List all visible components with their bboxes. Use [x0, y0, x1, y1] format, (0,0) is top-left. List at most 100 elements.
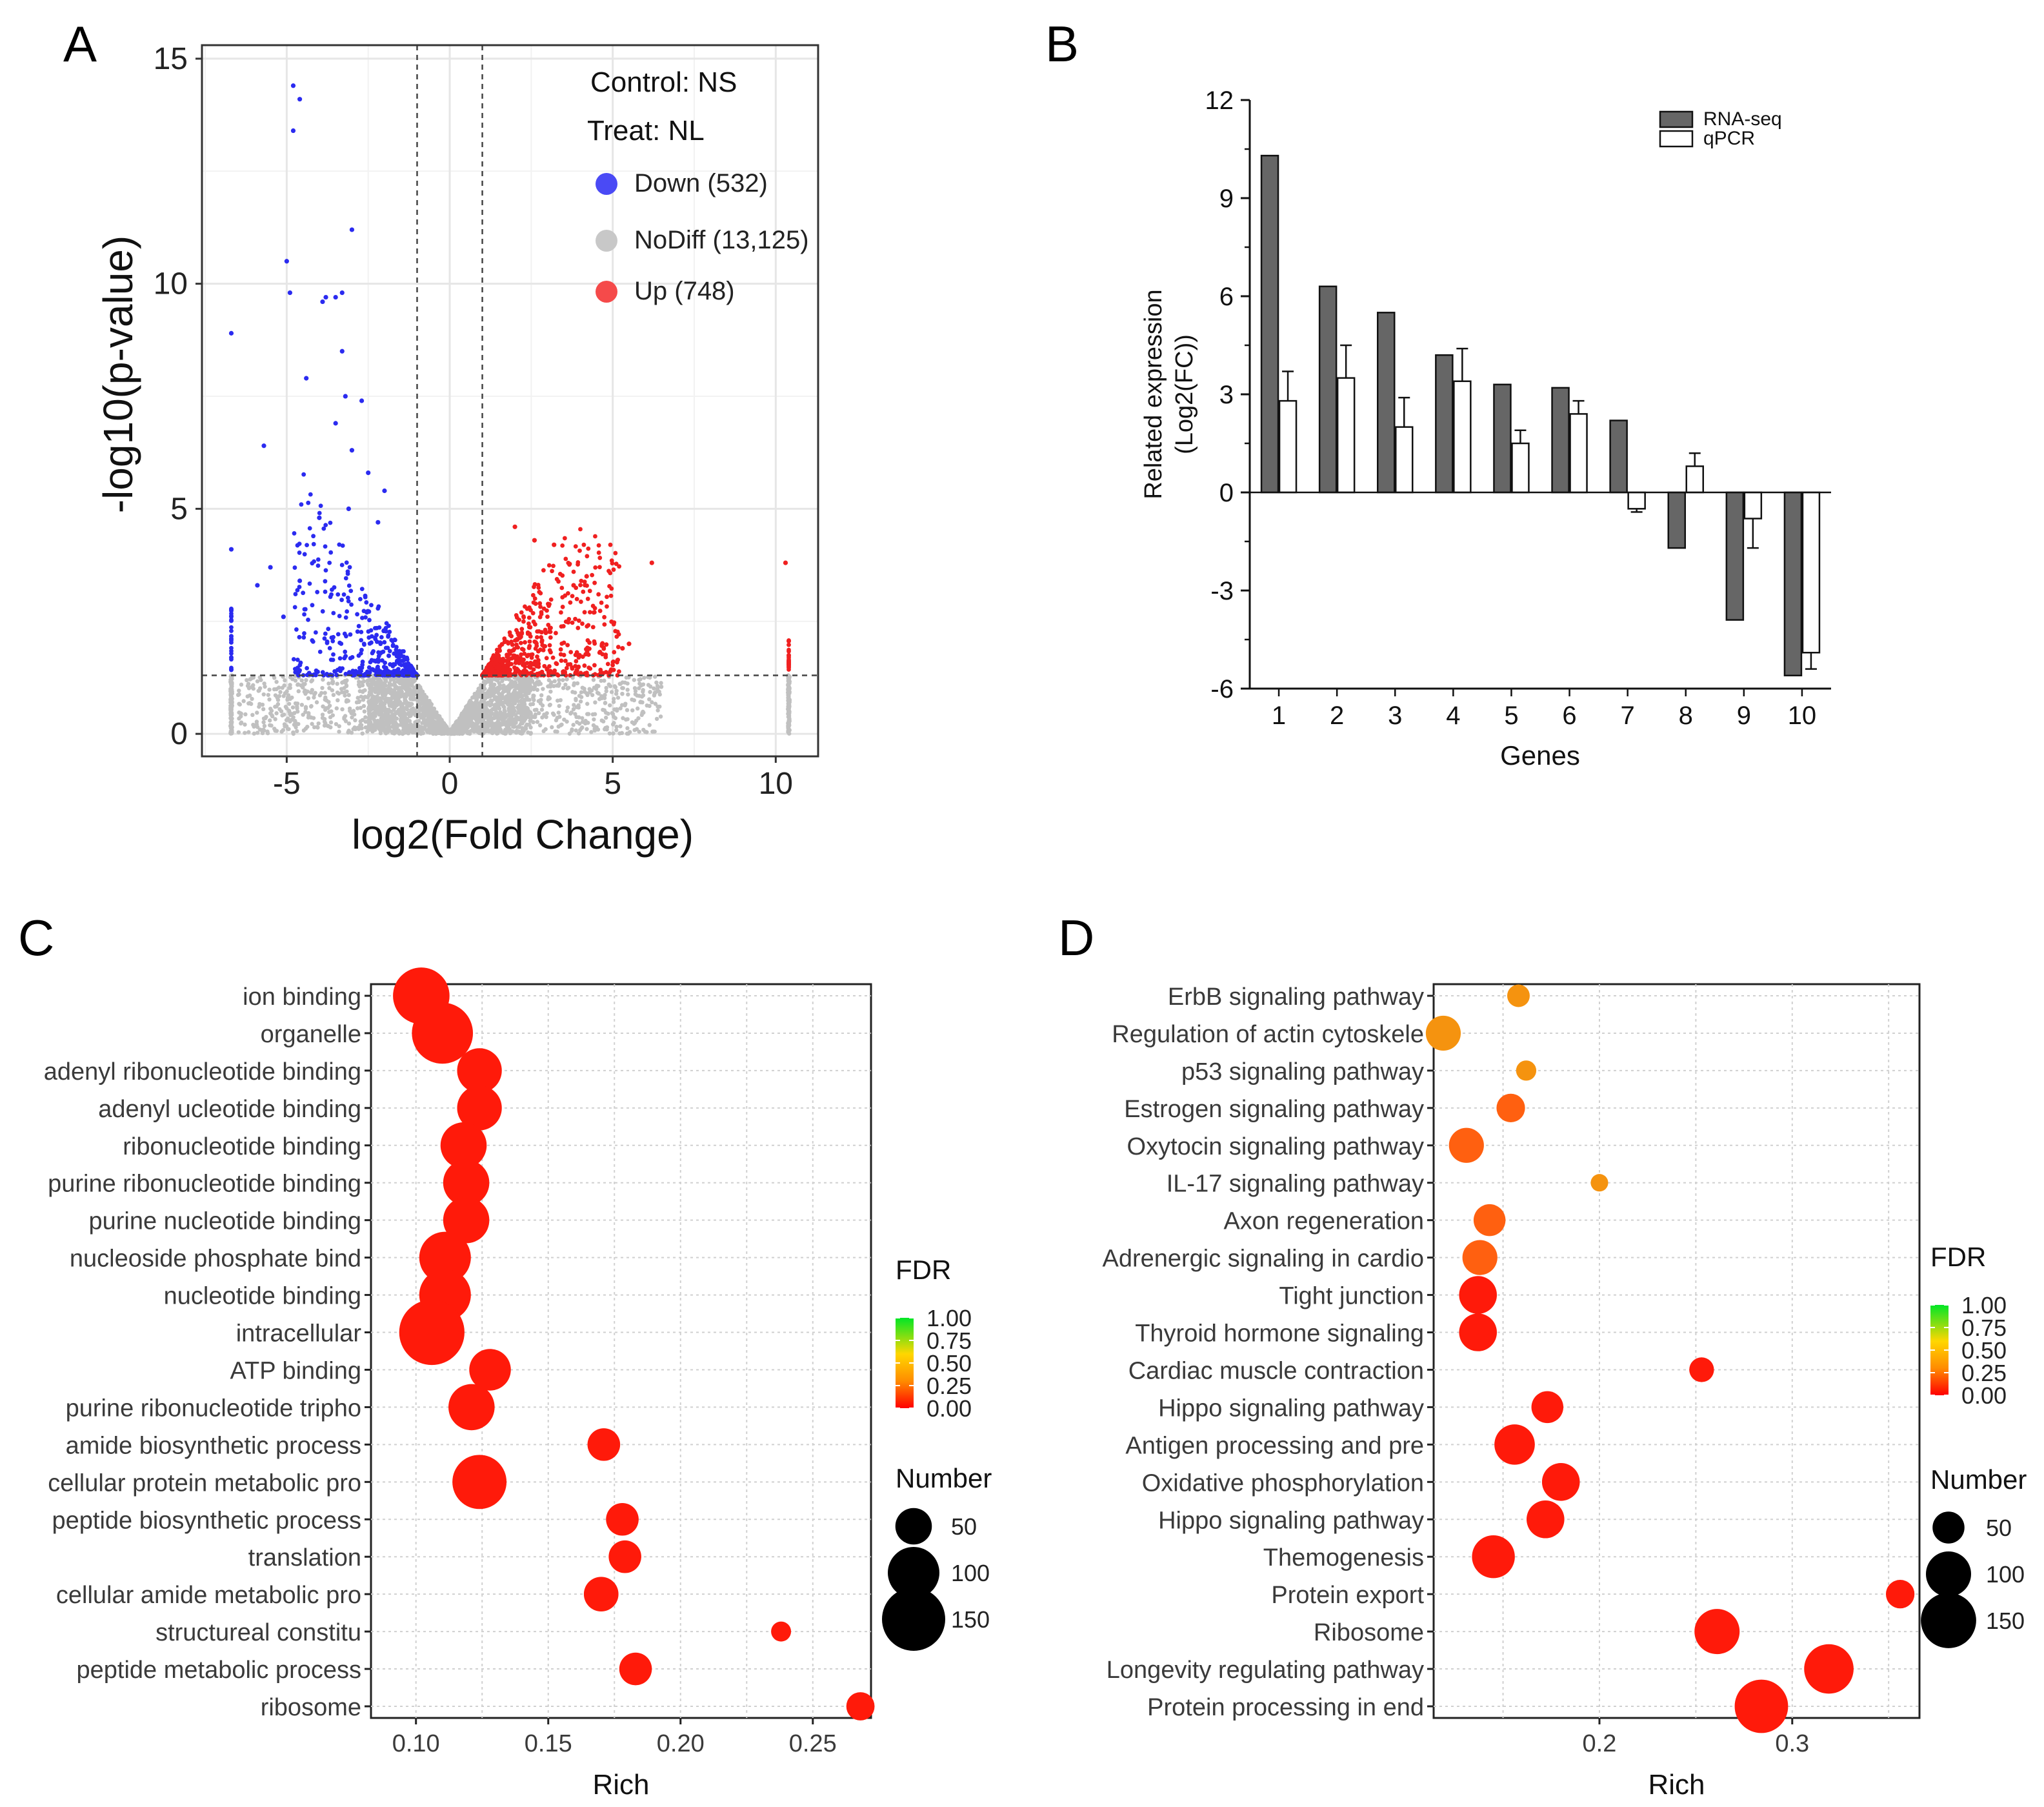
- bubble: [1541, 1463, 1580, 1501]
- colorbar-label: 1.00: [927, 1305, 972, 1331]
- nodiff-point: [633, 692, 638, 696]
- up-point: [582, 663, 587, 668]
- up-point: [504, 659, 509, 663]
- nodiff-point: [402, 718, 406, 723]
- up-point: [559, 641, 565, 646]
- plot-border: [201, 44, 819, 758]
- panel-label: C: [18, 909, 54, 966]
- nodiff-point: [337, 724, 341, 729]
- up-point: [576, 618, 581, 623]
- up-point: [570, 594, 575, 599]
- x-tick-label: 0.3: [1775, 1730, 1809, 1757]
- nodiff-point: [525, 689, 530, 694]
- nodiff-point: [653, 702, 658, 706]
- nodiff-point: [602, 678, 606, 683]
- bubble: [608, 1540, 641, 1573]
- nodiff-point: [412, 692, 417, 697]
- nodiff-point: [327, 686, 332, 691]
- nodiff-point: [306, 696, 311, 701]
- nodiff-point: [312, 695, 316, 700]
- nodiff-point: [505, 685, 510, 689]
- nodiff-point: [422, 705, 427, 709]
- nodiff-point: [618, 724, 623, 729]
- y-tick-label: 10: [154, 267, 188, 301]
- down-point: [400, 649, 405, 654]
- down-point: [382, 640, 387, 645]
- nodiff-point: [585, 702, 590, 706]
- colorbar-label: 0.00: [927, 1395, 972, 1422]
- nodiff-point: [482, 707, 487, 712]
- down-point: [301, 635, 306, 640]
- nodiff-point: [371, 680, 376, 685]
- bubble: [452, 1455, 507, 1509]
- nodiff-point: [303, 710, 308, 714]
- up-point: [574, 596, 579, 601]
- down-point: [308, 492, 313, 497]
- down-point: [229, 645, 234, 651]
- nodiff-point: [290, 705, 296, 710]
- nodiff-point: [291, 730, 296, 735]
- nodiff-point: [514, 685, 519, 691]
- nodiff-point: [390, 724, 396, 729]
- down-point: [284, 259, 289, 264]
- up-point: [597, 556, 603, 560]
- nodiff-point: [547, 703, 552, 707]
- down-point: [348, 632, 353, 637]
- nodiff-point: [554, 683, 559, 688]
- up-point: [585, 554, 590, 559]
- nodiff-point: [388, 676, 393, 681]
- nodiff-point: [267, 697, 272, 702]
- up-point: [488, 661, 493, 667]
- nodiff-point: [379, 699, 383, 704]
- term-label: intracellular: [236, 1320, 362, 1348]
- up-point: [787, 654, 791, 659]
- nodiff-point: [386, 707, 391, 712]
- nodiff-point: [490, 716, 495, 721]
- down-point: [386, 653, 391, 658]
- nodiff-point: [398, 722, 403, 727]
- nodiff-point: [535, 720, 540, 724]
- down-point: [361, 641, 366, 647]
- up-point: [604, 642, 609, 647]
- up-point: [563, 658, 568, 663]
- bubble: [771, 1621, 792, 1642]
- x-tick-label: 0: [441, 767, 459, 801]
- down-point: [261, 443, 266, 449]
- nodiff-point: [274, 687, 279, 692]
- down-point: [229, 625, 234, 630]
- nodiff-point: [652, 729, 657, 734]
- up-point: [616, 645, 621, 649]
- nodiff-point: [237, 716, 241, 721]
- nodiff-point: [291, 715, 296, 720]
- nodiff-point: [396, 691, 400, 696]
- nodiff-point: [521, 681, 526, 686]
- nodiff-point: [571, 707, 576, 712]
- x-tick-label: 8: [1679, 702, 1693, 730]
- up-point: [620, 646, 625, 651]
- y-axis-label: Related expression: [1140, 289, 1167, 499]
- nodiff-point: [261, 720, 266, 725]
- panel-label: A: [63, 15, 97, 72]
- up-point: [547, 648, 552, 653]
- nodiff-point: [413, 697, 417, 702]
- nodiff-point: [474, 707, 479, 712]
- nodiff-point: [381, 725, 386, 731]
- x-tick-label: -5: [273, 767, 301, 801]
- down-point: [392, 651, 397, 656]
- up-point: [498, 672, 503, 677]
- up-point: [526, 664, 532, 669]
- bubble: [1459, 1276, 1498, 1314]
- nodiff-point: [537, 711, 541, 716]
- nodiff-point: [515, 696, 519, 702]
- nodiff-point: [310, 687, 314, 692]
- nodiff-point: [618, 706, 623, 711]
- nodiff-point: [357, 689, 363, 694]
- up-point: [577, 652, 582, 658]
- nodiff-point: [526, 730, 530, 735]
- nodiff-point: [507, 711, 512, 716]
- nodiff-point: [519, 691, 523, 695]
- rna-seq-bar: [1609, 419, 1628, 494]
- nodiff-point: [611, 731, 616, 736]
- up-point: [581, 542, 586, 547]
- down-point: [229, 667, 234, 672]
